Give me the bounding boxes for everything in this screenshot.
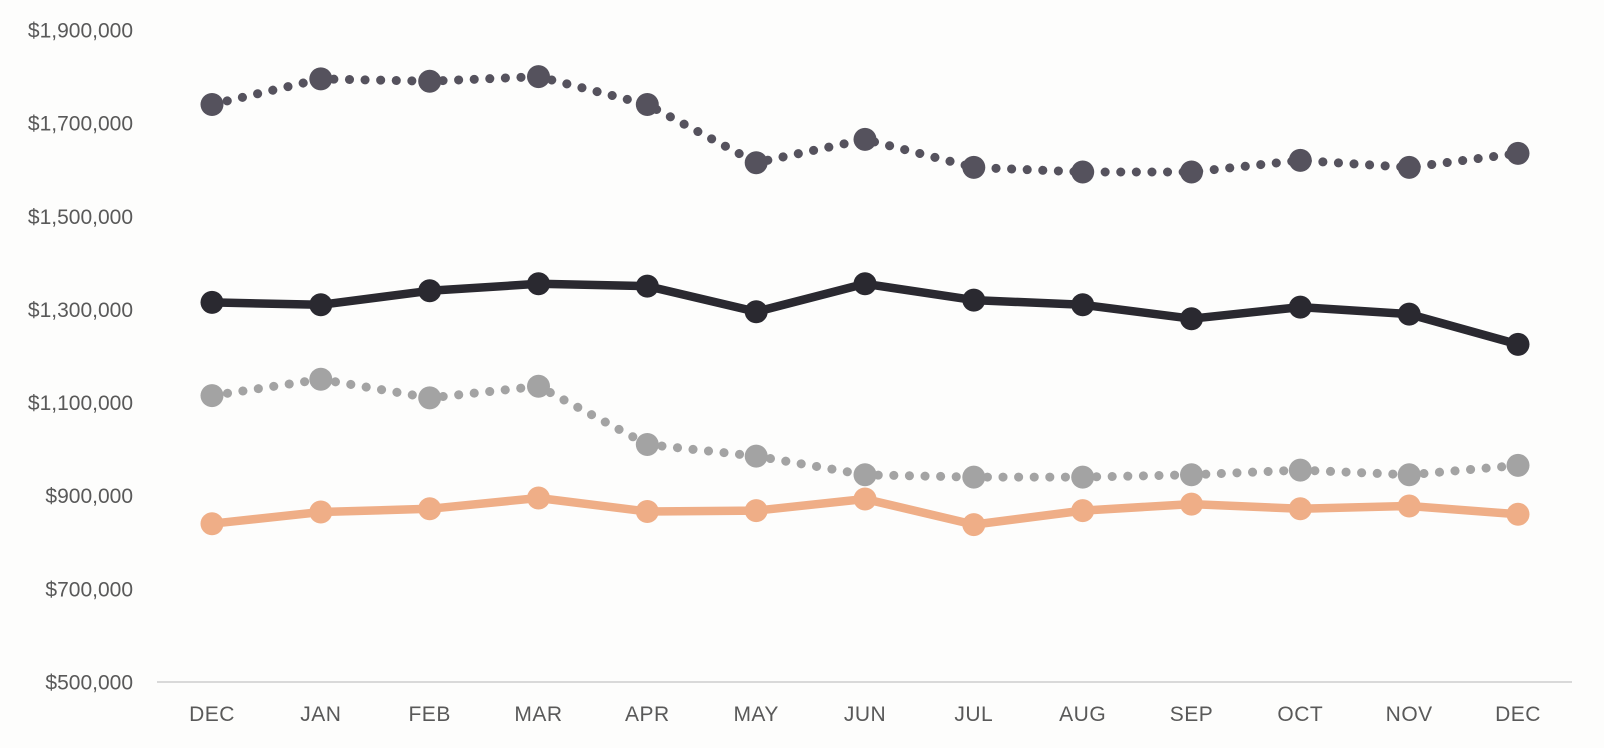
- data-point-aug-s2: [1071, 293, 1095, 317]
- x-tick-label: NOV: [1386, 703, 1433, 726]
- data-point-dec-s2: [1506, 332, 1530, 356]
- data-point-nov-s2: [1397, 302, 1421, 326]
- data-point-sep-s2: [1180, 307, 1203, 331]
- data-point-aug-s1: [1071, 160, 1095, 184]
- x-tick-label: JAN: [300, 703, 341, 726]
- data-point-may-s2: [744, 300, 768, 324]
- data-point-feb-s4: [418, 497, 442, 521]
- x-tick-label: APR: [625, 703, 670, 726]
- y-tick-label: $1,500,000: [28, 206, 133, 229]
- series-1-dotted-line: [200, 65, 1530, 184]
- data-point-nov-s3: [1397, 463, 1421, 487]
- data-point-dec-s3: [1506, 453, 1530, 477]
- data-point-feb-s3: [418, 386, 442, 410]
- data-point-oct-s3: [1288, 458, 1312, 482]
- data-point-jul-s3: [962, 465, 986, 489]
- x-tick-label: FEB: [408, 703, 450, 726]
- x-tick-label: MAR: [514, 703, 562, 726]
- data-point-mar-s4: [527, 486, 550, 510]
- data-point-dec-s1: [200, 93, 224, 116]
- data-point-sep-s3: [1180, 463, 1203, 487]
- data-point-apr-s1: [635, 93, 659, 116]
- x-tick-label: DEC: [1495, 703, 1541, 726]
- series-4-solid-line: [200, 486, 1530, 537]
- data-point-sep-s1: [1180, 160, 1203, 184]
- data-point-dec-s1: [1506, 141, 1530, 165]
- y-axis-labels: $1,900,000 $1,700,000 $1,500,000 $1,300,000…: [28, 20, 133, 695]
- x-axis-labels: DEC JAN FEB MAR APR MAY JUN JUL AUG SEP OCT NOV DEC: [189, 703, 1541, 726]
- data-point-jun-s3: [853, 463, 877, 487]
- y-tick-label: $1,900,000: [28, 20, 133, 43]
- data-point-nov-s4: [1397, 494, 1421, 518]
- data-point-dec-s4: [1506, 502, 1530, 526]
- series-line: [207, 374, 1523, 482]
- data-point-jul-s2: [962, 288, 986, 312]
- x-tick-label: JUL: [954, 703, 993, 726]
- x-tick-label: OCT: [1277, 703, 1323, 726]
- data-point-jul-s4: [962, 513, 986, 537]
- x-tick-label: MAY: [733, 703, 778, 726]
- x-tick-label: SEP: [1170, 703, 1214, 726]
- data-point-mar-s3: [527, 374, 550, 398]
- data-point-may-s4: [744, 499, 768, 523]
- x-tick-label: JUN: [844, 703, 886, 726]
- y-tick-label: $700,000: [45, 578, 133, 601]
- data-point-feb-s2: [418, 279, 442, 303]
- data-point-dec-s4: [200, 512, 224, 536]
- data-point-jan-s3: [309, 367, 333, 391]
- data-point-jun-s2: [853, 272, 877, 296]
- y-tick-label: $1,100,000: [28, 392, 133, 415]
- data-point-jun-s1: [853, 127, 877, 151]
- data-point-may-s1: [744, 151, 768, 175]
- y-tick-label: $1,300,000: [28, 299, 133, 322]
- data-point-dec-s3: [200, 384, 224, 408]
- data-point-oct-s2: [1288, 295, 1312, 319]
- data-point-sep-s4: [1180, 492, 1203, 516]
- data-point-mar-s1: [527, 65, 550, 89]
- data-point-jan-s2: [309, 293, 333, 317]
- data-point-jun-s4: [853, 487, 877, 511]
- data-point-jan-s1: [309, 67, 333, 91]
- data-point-apr-s2: [635, 274, 659, 298]
- data-point-feb-s1: [418, 69, 442, 93]
- data-point-oct-s4: [1288, 497, 1312, 521]
- y-tick-label: $900,000: [45, 485, 133, 508]
- x-tick-label: DEC: [189, 703, 235, 726]
- data-point-nov-s1: [1397, 155, 1421, 179]
- data-point-jul-s1: [962, 155, 986, 179]
- series-3-dotted-line: [200, 367, 1530, 489]
- data-point-aug-s3: [1071, 465, 1095, 489]
- data-point-dec-s2: [200, 290, 224, 314]
- data-point-jan-s4: [309, 500, 333, 524]
- y-tick-label: $1,700,000: [28, 113, 133, 136]
- series-2-solid-line: [200, 272, 1530, 356]
- data-point-aug-s4: [1071, 499, 1095, 523]
- data-point-apr-s3: [635, 433, 659, 456]
- data-point-apr-s4: [635, 500, 659, 523]
- data-point-may-s3: [744, 444, 768, 468]
- x-tick-label: AUG: [1059, 703, 1106, 726]
- y-tick-label: $500,000: [45, 672, 133, 695]
- series-line: [207, 72, 1523, 177]
- data-point-mar-s2: [527, 272, 550, 296]
- data-point-oct-s1: [1288, 148, 1312, 172]
